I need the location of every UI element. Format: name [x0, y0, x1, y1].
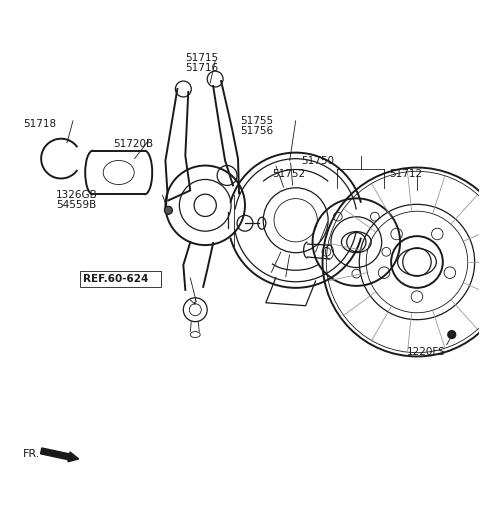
Circle shape — [449, 331, 455, 338]
FancyBboxPatch shape — [80, 271, 161, 287]
Text: REF.60-624: REF.60-624 — [83, 274, 148, 284]
Text: 51716: 51716 — [185, 63, 218, 73]
Text: 51752: 51752 — [272, 169, 305, 179]
Text: 1326GB: 1326GB — [56, 191, 98, 200]
Text: FR.: FR. — [23, 449, 41, 459]
Circle shape — [165, 206, 172, 214]
Text: 51755: 51755 — [240, 116, 273, 126]
Text: 51756: 51756 — [240, 126, 273, 136]
Text: 1220FS: 1220FS — [407, 348, 446, 358]
Text: 54559B: 54559B — [56, 200, 96, 210]
Circle shape — [448, 330, 456, 339]
Text: 51720B: 51720B — [113, 139, 153, 149]
Text: 51712: 51712 — [389, 169, 422, 179]
Text: 51750: 51750 — [301, 156, 335, 165]
Text: 51715: 51715 — [185, 53, 218, 63]
Text: 51718: 51718 — [23, 119, 56, 129]
FancyArrow shape — [40, 448, 79, 462]
